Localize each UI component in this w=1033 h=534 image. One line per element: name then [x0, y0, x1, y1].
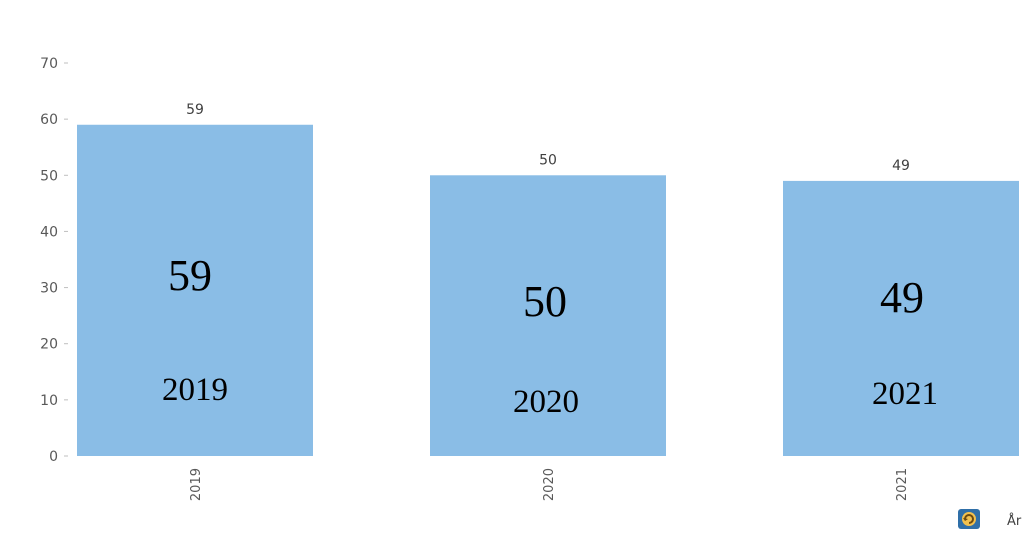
data-label: 49	[892, 158, 910, 174]
bar	[430, 175, 666, 457]
x-tick-label: 2019	[189, 468, 204, 501]
inner-year-label: 2019	[162, 372, 228, 408]
y-tick-label: 20	[40, 337, 58, 353]
y-tick-label: 40	[40, 224, 58, 240]
refresh-icon[interactable]	[958, 509, 980, 529]
x-axis: 2019 2020 2021	[189, 468, 910, 501]
y-tick-label: 70	[40, 56, 58, 72]
y-axis: 0 10 20 30 40 50 60 70	[40, 56, 68, 465]
inner-value-label: 50	[523, 277, 567, 326]
y-tick-label: 0	[49, 449, 58, 465]
inner-year-label: 2020	[513, 384, 579, 420]
y-tick-label: 60	[40, 112, 58, 128]
inner-value-label: 59	[168, 251, 212, 300]
x-tick-label: 2020	[542, 468, 557, 501]
x-axis-title: År	[1007, 513, 1022, 529]
data-label: 50	[539, 152, 557, 168]
bars: 59 59 2019 50 50 2020 49 49 2021	[77, 102, 1019, 457]
inner-value-label: 49	[880, 273, 924, 322]
inner-year-label: 2021	[872, 376, 938, 412]
bar	[783, 180, 1019, 456]
data-label: 59	[186, 102, 204, 118]
bar	[77, 124, 313, 456]
y-tick-label: 50	[40, 168, 58, 184]
y-tick-label: 10	[40, 393, 58, 409]
x-tick-label: 2021	[895, 468, 910, 501]
y-tick-label: 30	[40, 281, 58, 297]
